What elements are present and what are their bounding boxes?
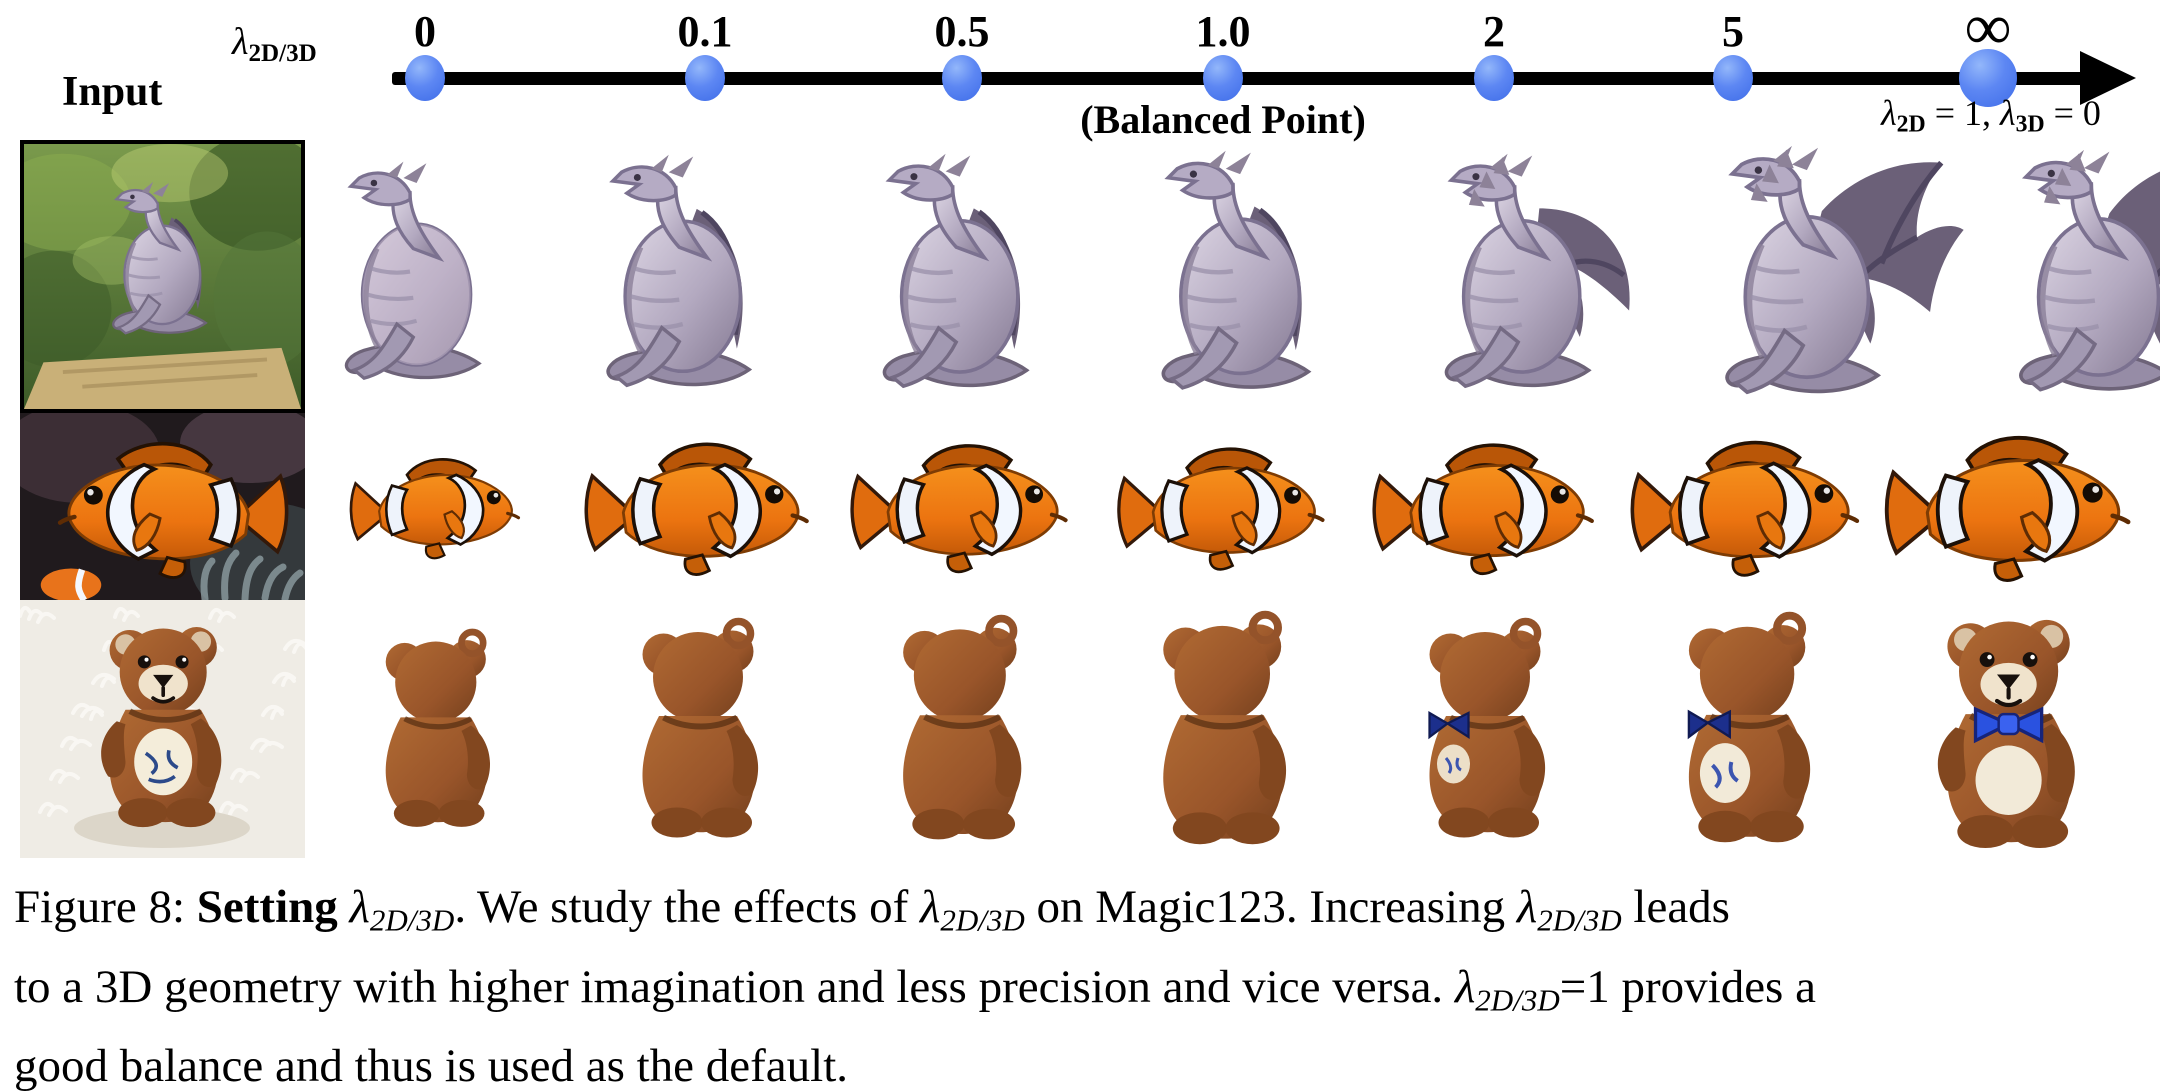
render-fish-lambda-2 bbox=[1354, 429, 1616, 585]
render-teddy-lambda-1p0 bbox=[1091, 610, 1353, 849]
render-fish-lambda-0 bbox=[305, 447, 567, 567]
axis-dot-1p0 bbox=[1203, 55, 1243, 101]
render-dragon-lambda-5 bbox=[1680, 144, 1975, 409]
render-dragon-lambda-inf bbox=[1975, 148, 2160, 406]
render-dragon-lambda-1p0 bbox=[1118, 149, 1402, 404]
render-dragon-lambda-2 bbox=[1402, 152, 1680, 402]
input-image-fish bbox=[20, 413, 305, 600]
render-dragon-lambda-0p1 bbox=[564, 153, 840, 401]
render-teddy-lambda-0p5 bbox=[829, 614, 1091, 844]
row-fish bbox=[20, 413, 2140, 600]
input-column-label: Input bbox=[62, 69, 163, 115]
render-teddy-lambda-0 bbox=[305, 628, 567, 831]
row-teddy bbox=[20, 600, 2140, 858]
axis-tick-inf: ∞ bbox=[1964, 0, 2012, 64]
axis-dot-inf bbox=[1959, 49, 2017, 107]
render-fish-lambda-0p1 bbox=[567, 428, 829, 586]
input-image-dragon bbox=[20, 140, 305, 413]
render-teddy-lambda-5 bbox=[1616, 611, 1878, 847]
input-image-teddy bbox=[20, 600, 305, 858]
axis-dot-0p1 bbox=[685, 55, 725, 101]
lambda-parameter-label: λ2D/3D bbox=[232, 21, 317, 68]
render-fish-lambda-5 bbox=[1616, 426, 1878, 587]
render-fish-lambda-inf bbox=[1878, 420, 2140, 593]
render-dragon-lambda-0p5 bbox=[840, 152, 1118, 402]
axis-dot-5 bbox=[1713, 55, 1753, 101]
render-teddy-lambda-inf bbox=[1878, 605, 2140, 853]
axis-dot-0p5 bbox=[942, 55, 982, 101]
figure-caption: Figure 8: Setting λ2D/3D. We study the e… bbox=[14, 881, 1816, 1092]
row-dragon bbox=[20, 140, 2160, 413]
figure-grid bbox=[20, 140, 2160, 858]
balanced-point-label: (Balanced Point) bbox=[1080, 97, 1366, 142]
render-dragon-lambda-0 bbox=[305, 160, 564, 393]
lambda-end-condition-label: λ2D = 1, λ3D = 0 bbox=[1881, 93, 2101, 138]
axis-tick-0: 0 bbox=[414, 7, 436, 56]
render-teddy-lambda-2 bbox=[1354, 617, 1616, 842]
render-fish-lambda-0p5 bbox=[829, 430, 1091, 583]
axis-dot-2 bbox=[1474, 55, 1514, 101]
render-teddy-lambda-0p1 bbox=[567, 617, 829, 842]
axis-tick-1p0: 1.0 bbox=[1195, 7, 1251, 56]
axis-tick-2: 2 bbox=[1483, 7, 1505, 56]
axis-tick-0p1: 0.1 bbox=[677, 7, 733, 56]
axis-dot-0 bbox=[405, 55, 445, 101]
axis-tick-0p5: 0.5 bbox=[934, 7, 990, 56]
render-fish-lambda-1p0 bbox=[1091, 434, 1353, 580]
axis-tick-5: 5 bbox=[1722, 7, 1744, 56]
axis-arrowhead-icon bbox=[2080, 51, 2136, 105]
